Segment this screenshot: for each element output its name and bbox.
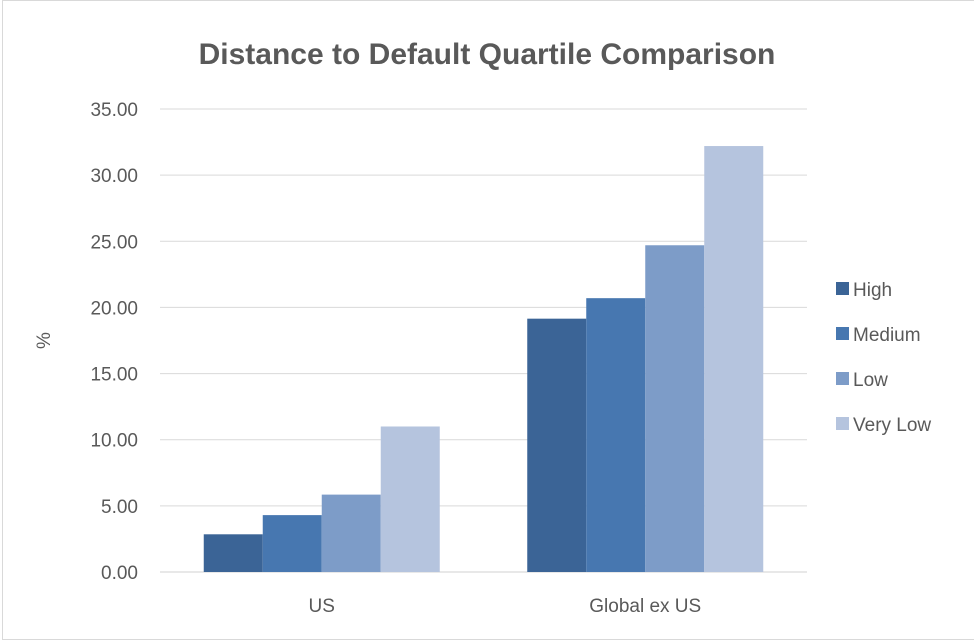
bars — [203, 146, 764, 573]
y-tick-label: 35.00 — [90, 100, 138, 121]
y-tick-label: 20.00 — [90, 298, 138, 319]
bar-medium — [586, 298, 646, 572]
bar-high — [203, 534, 263, 572]
x-category-label: US — [309, 596, 335, 617]
y-tick-label: 25.00 — [90, 232, 138, 253]
legend-label: Very Low — [853, 415, 931, 436]
y-tick-label: 0.00 — [101, 563, 138, 584]
legend-swatch — [836, 417, 849, 430]
chart-title: Distance to Default Quartile Comparison — [198, 38, 776, 71]
y-tick-label: 10.00 — [90, 431, 138, 452]
y-tick-label: 15.00 — [90, 365, 138, 386]
bar-very-low — [704, 146, 764, 573]
x-axis-categories: US Global ex US — [309, 596, 702, 617]
legend-label: Medium — [853, 325, 921, 346]
bar-medium — [262, 515, 322, 572]
legend: High Medium Low Very Low — [836, 280, 931, 436]
legend-swatch — [836, 372, 849, 385]
x-category-label: Global ex US — [589, 596, 701, 617]
bar-very-low — [380, 426, 440, 572]
y-axis-ticks: 0.00 5.00 10.00 15.00 20.00 25.00 30.00 35.00 — [90, 100, 138, 584]
legend-swatch — [836, 327, 849, 340]
y-tick-label: 30.00 — [90, 166, 138, 187]
legend-label: High — [853, 280, 892, 301]
y-tick-label: 5.00 — [101, 497, 138, 518]
bar-low — [321, 494, 381, 572]
legend-label: Low — [853, 370, 888, 391]
y-axis-label: % — [34, 332, 55, 349]
legend-swatch — [836, 282, 849, 295]
bar-high — [527, 318, 587, 572]
bar-low — [645, 245, 705, 573]
